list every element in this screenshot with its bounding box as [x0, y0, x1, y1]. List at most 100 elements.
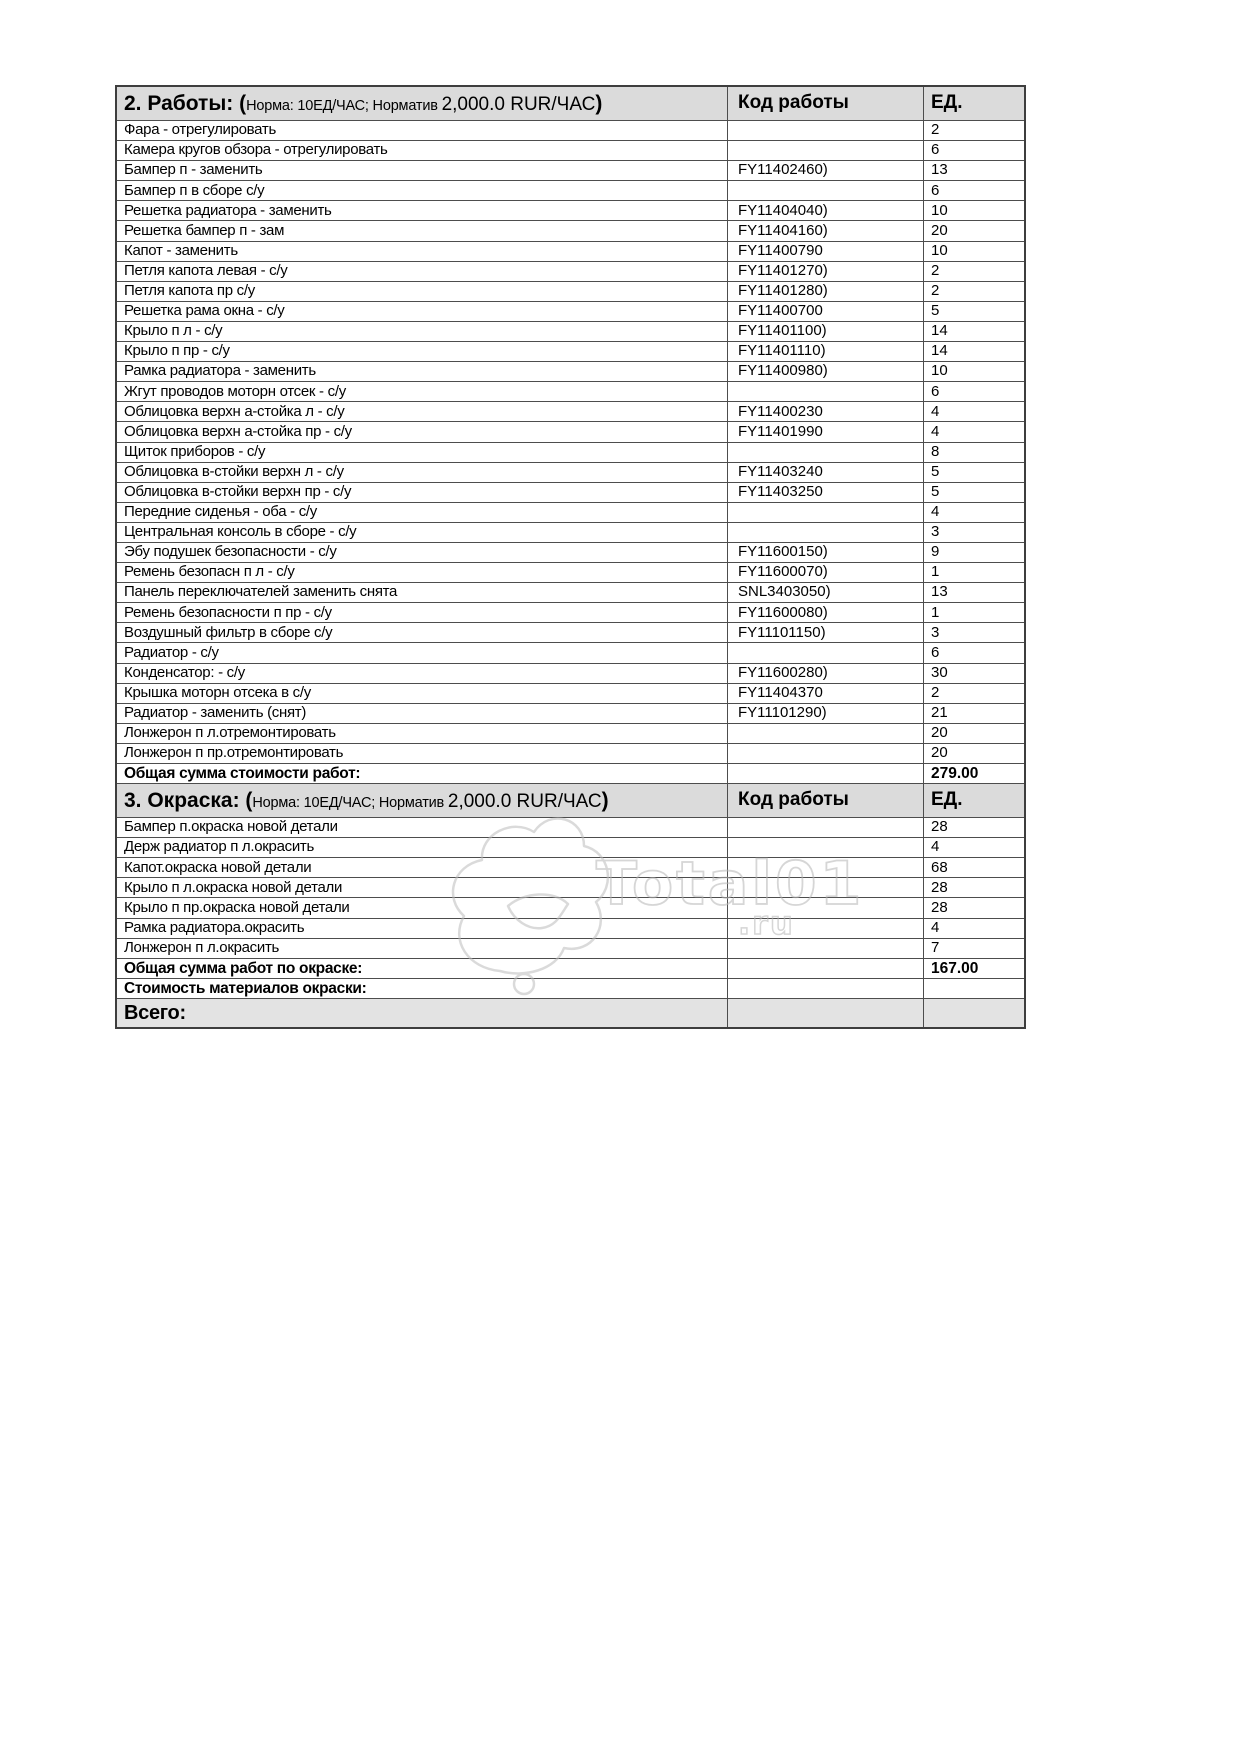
column-header-work-code: Код работы — [727, 783, 924, 819]
work-code-cell — [727, 140, 924, 162]
work-code-cell: FY11400230 — [727, 401, 924, 423]
work-name-cell: Передние сиденья - оба - с/у — [115, 501, 728, 523]
work-name-cell: Стоимость материалов окраски: — [115, 977, 728, 999]
unit-value-cell: 6 — [923, 381, 1026, 403]
work-name-cell: Решетка бампер п - зам — [115, 220, 728, 242]
summary-row: Общая сумма стоимости работ: 279.00 — [115, 762, 1026, 785]
work-name-cell: Ремень безопасн п л - с/у — [115, 562, 728, 584]
work-row: Бампер п - заменить FY11402460) 13 — [115, 160, 1026, 182]
work-code-cell: FY11600080) — [727, 602, 924, 624]
work-name-cell: Общая сумма стоимости работ: — [115, 762, 728, 785]
work-name-cell: Ремень безопасности п пр - с/у — [115, 602, 728, 624]
work-code-cell — [727, 897, 924, 919]
work-code-cell — [727, 742, 924, 765]
work-name-cell: Облицовка верхн а-стойка пр - с/у — [115, 421, 728, 443]
unit-value-cell: 2 — [923, 119, 1026, 142]
work-row: Облицовка верхн а-стойка л - с/у FY114002… — [115, 401, 1026, 423]
work-name-cell: Щиток приборов - с/у — [115, 441, 728, 463]
unit-value-cell: 28 — [923, 877, 1026, 899]
unit-value-cell: 4 — [923, 837, 1026, 859]
work-code-cell: FY11401100) — [727, 320, 924, 343]
work-row: Конденсатор: - с/у FY11600280) 30 — [115, 662, 1026, 684]
work-row: Капот.окраска новой детали 68 — [115, 857, 1026, 879]
unit-value-cell: 13 — [923, 160, 1026, 182]
work-name-cell: Радиатор - с/у — [115, 642, 728, 664]
work-row: Рамка радиатора.окрасить 4 — [115, 917, 1026, 939]
section-title-close: ) — [595, 91, 603, 115]
unit-value-cell: 9 — [923, 541, 1026, 564]
unit-value-cell: 2 — [923, 280, 1026, 302]
unit-value-cell: 2 — [923, 682, 1026, 704]
work-row: Крыло п пр.окраска новой детали 28 — [115, 897, 1026, 919]
work-name-cell: Лонжерон п л.окрасить — [115, 937, 728, 959]
work-row: Лонжерон п пр.отремонтировать 20 — [115, 742, 1026, 765]
work-row: Решетка радиатора - заменить FY11404040) 1… — [115, 200, 1026, 222]
work-name-cell: Петля капота левая - с/у — [115, 260, 728, 282]
work-code-cell: FY11400700 — [727, 300, 924, 322]
work-name-cell: Всего: — [115, 997, 728, 1029]
unit-value-cell: 13 — [923, 582, 1026, 604]
summary-row: Стоимость материалов окраски: — [115, 977, 1026, 999]
work-name-cell: Капот - заменить — [115, 240, 728, 262]
work-code-cell — [727, 977, 924, 999]
work-code-cell: FY11403250 — [727, 481, 924, 503]
unit-value-cell: 5 — [923, 481, 1026, 503]
work-name-cell: Радиатор - заменить (снят) — [115, 702, 728, 724]
work-row: Петля капота пр с/у FY11401280) 2 — [115, 280, 1026, 302]
work-row: Радиатор - с/у 6 — [115, 642, 1026, 664]
unit-value-cell: 4 — [923, 401, 1026, 423]
work-code-cell: FY11600150) — [727, 541, 924, 564]
work-code-cell — [727, 917, 924, 939]
work-name-cell: Рамка радиатора - заменить — [115, 361, 728, 383]
unit-value-cell: 10 — [923, 200, 1026, 222]
work-row: Камера кругов обзора - отрегулировать 6 — [115, 140, 1026, 162]
work-code-cell: FY11400980) — [727, 361, 924, 383]
work-row: Лонжерон п л.отремонтировать 20 — [115, 722, 1026, 744]
work-row: Эбу подушек безопасности - с/у FY11600150… — [115, 541, 1026, 564]
work-name-cell: Крыло п л.окраска новой детали — [115, 877, 728, 899]
work-row: Воздушный фильтр в сборе с/у FY11101150) 3 — [115, 622, 1026, 644]
unit-value-cell: 4 — [923, 421, 1026, 443]
unit-value-cell: 14 — [923, 320, 1026, 343]
work-row: Рамка радиатора - заменить FY11400980) 10 — [115, 361, 1026, 383]
unit-value-cell: 10 — [923, 240, 1026, 262]
work-row: Лонжерон п л.окрасить 7 — [115, 937, 1026, 959]
work-code-cell — [727, 501, 924, 523]
work-row: Крыло п пр - с/у FY11401110) 14 — [115, 341, 1026, 363]
unit-value-cell: 10 — [923, 361, 1026, 383]
unit-value-cell: 7 — [923, 937, 1026, 959]
work-code-cell — [727, 642, 924, 664]
work-name-cell: Лонжерон п пр.отремонтировать — [115, 742, 728, 765]
work-name-cell: Лонжерон п л.отремонтировать — [115, 722, 728, 744]
work-code-cell — [727, 762, 924, 785]
work-name-cell: Бампер п в сборе с/у — [115, 180, 728, 202]
unit-value-cell: 8 — [923, 441, 1026, 463]
unit-value-cell: 6 — [923, 140, 1026, 162]
unit-value-cell: 28 — [923, 817, 1026, 839]
unit-value-cell: 6 — [923, 642, 1026, 664]
work-code-cell: FY11402460) — [727, 160, 924, 182]
work-name-cell: Камера кругов обзора - отрегулировать — [115, 140, 728, 162]
work-code-cell: FY11401990 — [727, 421, 924, 443]
work-name-cell: Петля капота пр с/у — [115, 280, 728, 302]
work-row: Бампер п.окраска новой детали 28 — [115, 817, 1026, 839]
work-name-cell: Облицовка в-стойки верхн пр - с/у — [115, 481, 728, 503]
unit-value-cell: 3 — [923, 622, 1026, 644]
unit-value-cell: 279.00 — [923, 762, 1026, 785]
work-code-cell — [727, 521, 924, 543]
work-row: Крышка моторн отсека в с/у FY11404370 2 — [115, 682, 1026, 704]
unit-value-cell: 2 — [923, 260, 1026, 282]
work-code-cell: FY11401280) — [727, 280, 924, 302]
work-name-cell: Крыло п пр - с/у — [115, 341, 728, 363]
unit-value-cell — [923, 997, 1026, 1029]
work-name-cell: Панель переключателей заменить снята — [115, 582, 728, 604]
unit-value-cell: 5 — [923, 300, 1026, 322]
work-row: Решетка бампер п - зам FY11404160) 20 — [115, 220, 1026, 242]
work-code-cell: FY11404370 — [727, 682, 924, 704]
work-code-cell — [727, 877, 924, 899]
work-name-cell: Держ радиатор п л.окрасить — [115, 837, 728, 859]
section-title: 3. Окраска: (Норма: 10ЕД/ЧАС; Норматив 2… — [115, 783, 728, 819]
estimate-table: 2. Работы: (Норма: 10ЕД/ЧАС; Норматив 2,… — [115, 85, 1026, 1029]
work-row: Передние сиденья - оба - с/у 4 — [115, 501, 1026, 523]
work-row: Фара - отрегулировать 2 — [115, 119, 1026, 142]
